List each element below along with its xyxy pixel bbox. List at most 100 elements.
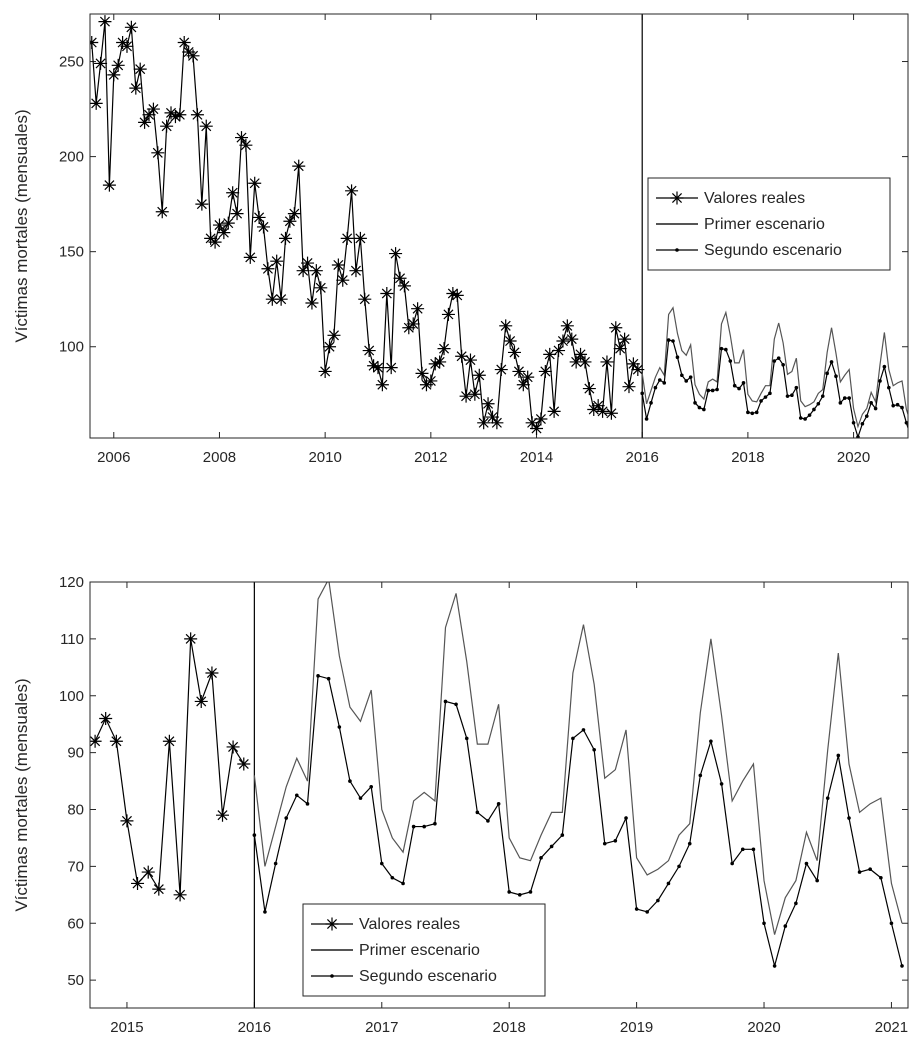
dot-marker xyxy=(762,921,766,926)
plot-area xyxy=(90,15,908,438)
x-tick-label: 2020 xyxy=(747,1019,780,1036)
dot-marker xyxy=(891,403,896,408)
dot-marker xyxy=(719,346,724,351)
star-marker xyxy=(252,210,266,224)
dot-marker xyxy=(326,676,331,681)
dot-marker xyxy=(746,410,750,415)
star-marker xyxy=(142,108,156,122)
star-marker xyxy=(450,288,464,302)
dot-marker xyxy=(709,739,713,744)
star-marker xyxy=(358,292,372,306)
x-tick-label: 2008 xyxy=(203,449,236,466)
star-marker xyxy=(265,292,279,306)
star-marker xyxy=(239,138,253,152)
x-tick-label: 2017 xyxy=(365,1019,398,1036)
x-tick-label: 2018 xyxy=(731,449,764,466)
y-axis-label: Víctimas mortales (mensuales) xyxy=(12,109,31,342)
star-marker xyxy=(552,344,566,358)
star-marker xyxy=(124,20,138,34)
star-marker xyxy=(582,382,596,396)
star-marker xyxy=(151,146,165,160)
dot-marker xyxy=(677,864,681,869)
dot-marker xyxy=(781,362,785,367)
dot-marker xyxy=(702,407,706,412)
x-tick-label: 2015 xyxy=(110,1019,143,1036)
dot-marker xyxy=(263,910,267,914)
star-marker xyxy=(331,258,345,272)
star-marker xyxy=(248,176,262,190)
dot-marker xyxy=(698,773,703,778)
star-marker xyxy=(472,368,486,382)
legend-label: Primer escenario xyxy=(704,216,825,233)
dot-marker xyxy=(868,867,872,872)
star-marker xyxy=(481,397,495,411)
x-tick-label: 2021 xyxy=(875,1019,908,1036)
dot-marker xyxy=(737,386,741,391)
dot-marker xyxy=(820,394,825,398)
dot-marker xyxy=(741,381,746,385)
x-tick-label: 2020 xyxy=(837,449,870,466)
star-marker xyxy=(216,808,230,822)
legend-marker xyxy=(670,191,684,205)
legend-marker xyxy=(325,917,339,931)
star-marker xyxy=(120,39,134,53)
dot-marker xyxy=(785,394,790,398)
legend: Valores reales Primer escenario Segundo es… xyxy=(302,903,546,997)
x-tick-label: 2012 xyxy=(414,449,447,466)
star-marker xyxy=(565,332,579,346)
y-tick-label: 60 xyxy=(67,915,84,932)
x-tick-label: 2016 xyxy=(626,449,659,466)
star-marker xyxy=(393,271,407,285)
dot-marker xyxy=(730,861,734,866)
star-marker xyxy=(367,359,381,373)
star-marker xyxy=(162,734,176,748)
dot-marker xyxy=(390,875,395,880)
star-marker xyxy=(613,342,627,356)
star-marker xyxy=(237,757,251,771)
star-marker xyxy=(349,264,363,278)
dot-marker xyxy=(856,435,860,438)
star-marker xyxy=(336,273,350,287)
star-marker xyxy=(261,262,275,276)
star-marker xyxy=(578,355,592,369)
star-marker xyxy=(538,364,552,378)
legend-label: Segundo escenario xyxy=(704,242,842,259)
dot-marker xyxy=(305,802,310,806)
x-tick-label: 2019 xyxy=(620,1019,653,1036)
star-marker xyxy=(626,357,640,371)
star-marker xyxy=(560,319,574,333)
dot-marker xyxy=(857,870,862,874)
star-marker xyxy=(195,197,209,211)
dot-marker xyxy=(662,381,667,385)
star-marker xyxy=(186,49,200,63)
dot-marker xyxy=(680,373,684,378)
star-marker xyxy=(146,102,160,116)
dot-marker xyxy=(443,699,448,704)
dot-marker xyxy=(794,385,799,390)
legend-label: Valores reales xyxy=(704,190,805,207)
dot-marker xyxy=(571,736,575,741)
star-marker xyxy=(173,108,187,122)
star-marker xyxy=(230,207,244,221)
dot-marker xyxy=(887,385,891,390)
star-marker xyxy=(94,56,108,70)
dot-marker xyxy=(860,421,865,426)
dot-marker xyxy=(675,355,680,359)
dot-marker xyxy=(900,405,904,410)
dot-marker xyxy=(763,395,768,399)
dot-marker xyxy=(379,861,384,866)
dot-marker xyxy=(825,371,829,376)
series-line xyxy=(253,582,903,935)
dot-marker xyxy=(697,405,702,410)
star-marker xyxy=(415,366,429,380)
star-marker xyxy=(507,345,521,359)
dot-marker xyxy=(900,964,904,968)
dot-marker xyxy=(710,388,715,393)
legend-marker xyxy=(675,248,679,252)
dot-marker xyxy=(634,907,639,911)
star-marker xyxy=(384,361,398,375)
star-marker xyxy=(512,364,526,378)
dot-marker xyxy=(671,339,675,343)
